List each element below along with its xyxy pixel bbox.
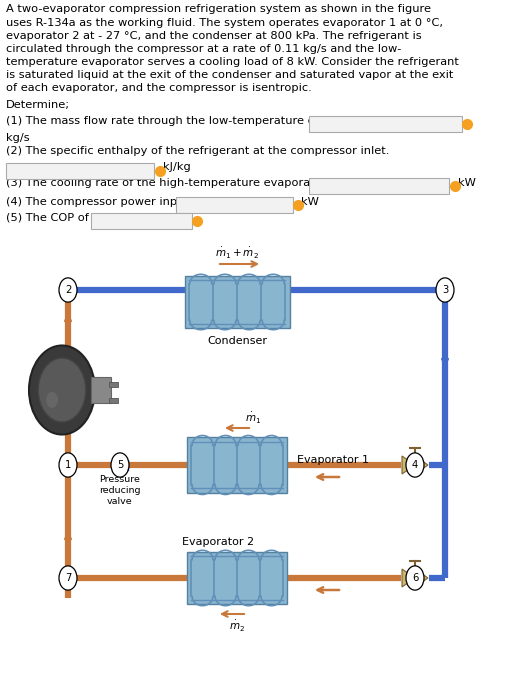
Text: Determine;: Determine;: [6, 100, 71, 110]
Text: Pressure
reducing
valve: Pressure reducing valve: [99, 475, 141, 506]
Text: $\dot{m}_2$: $\dot{m}_2$: [229, 619, 245, 634]
Text: circulated through the compressor at a rate of 0.11 kg/s and the low-: circulated through the compressor at a r…: [6, 44, 402, 54]
Text: 1: 1: [65, 460, 71, 470]
Circle shape: [59, 278, 77, 302]
Text: (4) The compressor power input.: (4) The compressor power input.: [6, 197, 193, 207]
Text: Evaporator 2: Evaporator 2: [182, 537, 254, 547]
Text: (3) The cooling rate of the high-temperature evaporator.: (3) The cooling rate of the high-tempera…: [6, 178, 329, 188]
Text: $\dot{m}_1$: $\dot{m}_1$: [245, 411, 261, 426]
Text: 2: 2: [65, 285, 71, 295]
Polygon shape: [415, 456, 428, 474]
FancyBboxPatch shape: [187, 438, 287, 493]
Text: evaporator 2 at - 27 °C, and the condenser at 800 kPa. The refrigerant is: evaporator 2 at - 27 °C, and the condens…: [6, 31, 422, 41]
FancyBboxPatch shape: [91, 213, 192, 229]
FancyBboxPatch shape: [187, 552, 287, 604]
Text: kW: kW: [301, 197, 319, 207]
Text: is saturated liquid at the exit of the condenser and saturated vapor at the exit: is saturated liquid at the exit of the c…: [6, 70, 454, 80]
Bar: [109, 382, 118, 387]
Polygon shape: [402, 456, 415, 474]
Bar: [109, 398, 118, 403]
Text: 5: 5: [117, 460, 123, 470]
Polygon shape: [402, 569, 415, 587]
Circle shape: [38, 358, 86, 422]
Circle shape: [46, 392, 58, 408]
Text: (2) The specific enthalpy of the refrigerant at the compressor inlet.: (2) The specific enthalpy of the refrige…: [6, 146, 390, 156]
Text: (5) The COP of the system.: (5) The COP of the system.: [6, 213, 160, 223]
Text: $\dot{m}_1 + \dot{m}_2$: $\dot{m}_1 + \dot{m}_2$: [215, 246, 259, 261]
FancyBboxPatch shape: [176, 197, 293, 213]
Circle shape: [406, 453, 424, 477]
Text: A two-evaporator compression refrigeration system as shown in the figure: A two-evaporator compression refrigerati…: [6, 4, 431, 14]
Bar: [112, 460, 128, 470]
FancyBboxPatch shape: [309, 116, 462, 132]
Text: of each evaporator, and the compressor is isentropic.: of each evaporator, and the compressor i…: [6, 83, 312, 93]
Text: 6: 6: [412, 573, 418, 583]
Text: kW: kW: [458, 178, 475, 188]
Text: 7: 7: [65, 573, 71, 583]
Bar: [91, 377, 111, 403]
Polygon shape: [415, 569, 428, 587]
Circle shape: [29, 346, 95, 435]
Text: (1) The mass flow rate through the low-temperature evaporator.: (1) The mass flow rate through the low-t…: [6, 116, 373, 126]
Text: Evaporator 1: Evaporator 1: [297, 455, 369, 465]
Text: temperature evaporator serves a cooling load of 8 kW. Consider the refrigerant: temperature evaporator serves a cooling …: [6, 57, 459, 67]
Text: 4: 4: [412, 460, 418, 470]
FancyBboxPatch shape: [6, 163, 154, 179]
FancyBboxPatch shape: [309, 178, 449, 194]
Circle shape: [59, 566, 77, 590]
Circle shape: [59, 453, 77, 477]
Text: uses R-134a as the working fluid. The system operates evaporator 1 at 0 °C,: uses R-134a as the working fluid. The sy…: [6, 18, 443, 28]
FancyBboxPatch shape: [184, 276, 290, 328]
Circle shape: [111, 453, 129, 477]
Text: Condenser: Condenser: [207, 336, 267, 346]
Text: kg/s: kg/s: [6, 133, 30, 143]
Circle shape: [436, 278, 454, 302]
Circle shape: [406, 566, 424, 590]
Text: kJ/kg: kJ/kg: [163, 162, 191, 172]
Text: 3: 3: [442, 285, 448, 295]
